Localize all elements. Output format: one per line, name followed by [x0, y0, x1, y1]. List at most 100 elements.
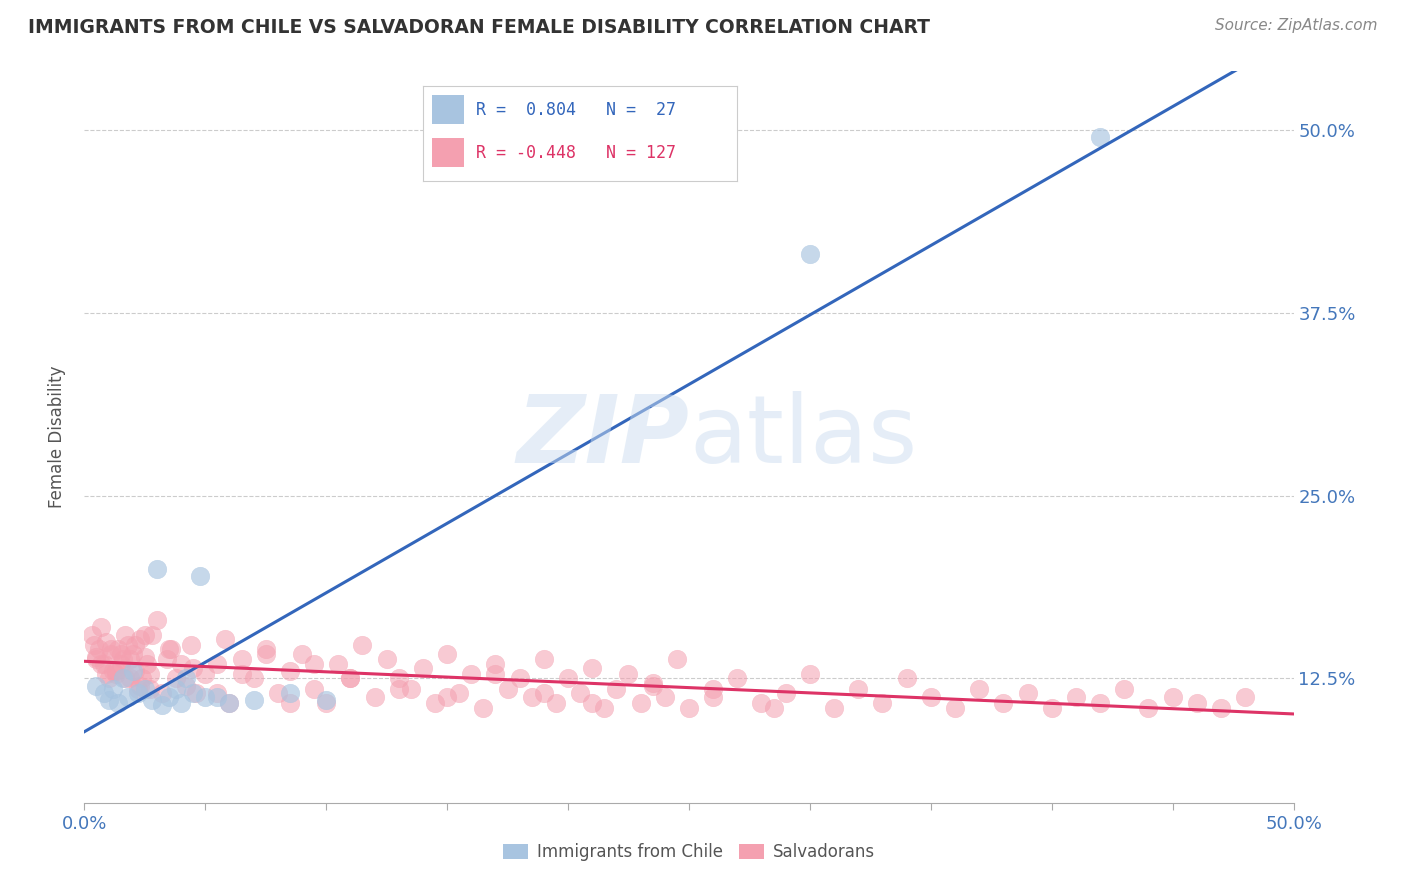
Point [207, 686, 229, 700]
Point [388, 681, 411, 696]
Point [823, 700, 845, 714]
Point [136, 657, 159, 671]
Point [124, 638, 146, 652]
Point [799, 667, 821, 681]
Point [339, 672, 361, 686]
Point [302, 657, 325, 671]
Point [103, 681, 125, 696]
Point [1185, 696, 1208, 710]
Point [218, 696, 240, 710]
Point [87, 642, 110, 657]
Point [124, 664, 146, 678]
Point [484, 657, 506, 671]
Point [436, 647, 458, 661]
Point [86, 679, 108, 693]
Point [1114, 681, 1136, 696]
Text: ZIP: ZIP [516, 391, 689, 483]
Point [218, 696, 240, 710]
Point [129, 632, 152, 646]
Point [181, 661, 204, 675]
Text: Source: ZipAtlas.com: Source: ZipAtlas.com [1215, 18, 1378, 33]
Point [165, 681, 187, 696]
Point [83, 638, 105, 652]
Point [138, 681, 160, 696]
Point [117, 690, 139, 705]
Point [544, 696, 567, 710]
Point [103, 664, 125, 678]
Point [593, 700, 616, 714]
Point [472, 700, 495, 714]
Point [641, 676, 664, 690]
Point [150, 686, 173, 700]
Point [846, 681, 869, 696]
Point [328, 657, 350, 671]
Point [557, 672, 579, 686]
Point [121, 664, 143, 678]
Point [141, 693, 163, 707]
Point [86, 652, 108, 666]
Point [363, 690, 385, 705]
Point [302, 681, 325, 696]
Point [533, 652, 555, 666]
Point [678, 700, 700, 714]
Point [180, 638, 202, 652]
Point [581, 661, 603, 675]
Point [231, 652, 253, 666]
Point [967, 681, 990, 696]
Point [1137, 700, 1160, 714]
Point [569, 686, 592, 700]
Point [725, 672, 748, 686]
Point [170, 696, 193, 710]
Point [120, 672, 142, 686]
Point [207, 690, 229, 705]
Point [581, 696, 603, 710]
Point [181, 686, 204, 700]
Point [157, 690, 180, 705]
Point [160, 642, 183, 657]
Point [170, 657, 193, 671]
Point [751, 696, 773, 710]
Point [630, 696, 652, 710]
Point [315, 693, 337, 707]
Point [605, 681, 627, 696]
Point [339, 672, 361, 686]
Point [799, 247, 821, 261]
Y-axis label: Female Disability: Female Disability [48, 366, 66, 508]
Point [120, 652, 142, 666]
Point [412, 661, 434, 675]
Point [194, 667, 217, 681]
Point [138, 667, 160, 681]
Point [436, 690, 458, 705]
Point [291, 647, 314, 661]
Point [94, 635, 117, 649]
Point [399, 681, 422, 696]
Point [1040, 700, 1063, 714]
Point [1234, 690, 1257, 705]
Point [1064, 690, 1087, 705]
Point [93, 657, 115, 671]
Point [943, 700, 966, 714]
Point [231, 667, 253, 681]
Point [496, 681, 519, 696]
Point [278, 664, 301, 678]
Point [127, 681, 149, 696]
Point [1161, 690, 1184, 705]
Point [165, 672, 187, 686]
Point [1209, 700, 1232, 714]
Point [267, 686, 290, 700]
Point [702, 681, 724, 696]
Point [1088, 696, 1111, 710]
Point [150, 698, 173, 712]
Point [86, 649, 108, 664]
Point [1088, 130, 1111, 145]
Point [121, 647, 143, 661]
Point [375, 652, 398, 666]
Point [993, 696, 1015, 710]
Point [190, 569, 212, 583]
Point [315, 696, 337, 710]
Point [131, 672, 153, 686]
Point [114, 627, 136, 641]
Point [117, 638, 139, 652]
Point [617, 667, 640, 681]
Point [242, 693, 264, 707]
